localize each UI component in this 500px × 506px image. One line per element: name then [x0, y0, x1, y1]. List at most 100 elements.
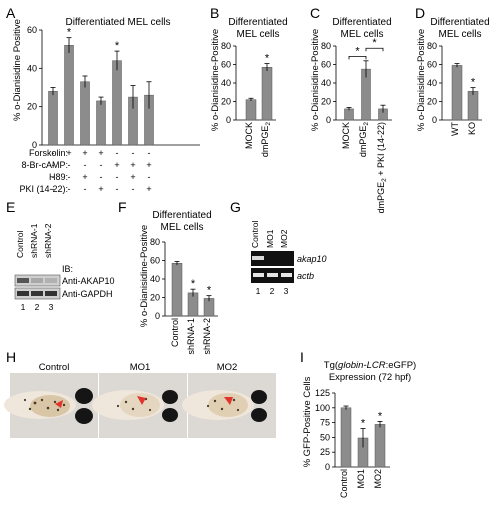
panel-f-y-tick-label: 80 — [150, 237, 160, 247]
embryo-label-mo2: MO2 — [217, 362, 238, 373]
treatment-sign: - — [52, 184, 55, 194]
panel-letter-c: C — [310, 5, 320, 21]
panel-a-treatment-signs: - + + + - - - - - - - + + + - - + - - + - - - - + - - + — [52, 148, 152, 194]
panel-d-y-tick-label: 20 — [427, 97, 437, 107]
panel-g: Control MO1 MO2 akap10 actb 1 2 3 — [250, 220, 327, 296]
panel-d-chart: 0 20 40 60 80 * — [427, 41, 482, 125]
panel-b-chart: 0 20 40 60 80 * — [221, 41, 276, 125]
gel-lane-number: 3 — [284, 286, 289, 296]
treatment-sign: - — [116, 184, 119, 194]
panel-d-label-ko: KO — [467, 122, 477, 135]
panel-c-ylabel: % o-Dianisidine-Positive — [310, 29, 321, 131]
panel-c-comparison-bracket — [365, 47, 384, 52]
treatment-sign: - — [68, 160, 71, 170]
blot-lane-shrna2: shRNA-2 — [43, 223, 53, 258]
panel-i-y-tick-label: 25 — [320, 447, 330, 457]
panel-i-y-tick-label: 50 — [320, 432, 330, 442]
panel-b-y-tick-label: 60 — [221, 60, 231, 70]
panel-d-y-tick-label: 0 — [432, 115, 437, 125]
treatment-sign: - — [84, 160, 87, 170]
panel-letter-i: I — [300, 349, 304, 365]
panel-i-title-line2: Expression (72 hpf) — [329, 372, 411, 383]
panel-d-y-tick-label: 40 — [427, 78, 437, 88]
blot-gapdh-band — [31, 291, 43, 296]
panel-f-y-tick-label: 60 — [150, 256, 160, 266]
treatment-sign: + — [146, 184, 151, 194]
embryo-image-mo2 — [182, 373, 276, 438]
panel-i-title-line1: Tg(globin-LCR:eGFP) — [324, 360, 416, 371]
blot-akap10-band — [31, 278, 43, 283]
panel-a-y-tick-label: 60 — [27, 25, 37, 35]
panel-f-ylabel: % o-Dianisidine-Positive — [139, 225, 150, 327]
panel-letter-f: F — [118, 199, 127, 215]
panel-i-y-tick-label: 75 — [320, 418, 330, 428]
panel-f-significance-marker: * — [207, 285, 212, 297]
panel-i-bar — [374, 424, 386, 468]
treatment-forskolin: Forskolin: — [29, 148, 68, 158]
panel-c-y-tick-label: 20 — [321, 97, 331, 107]
blot-lane-control: Control — [15, 230, 25, 258]
treatment-sign: - — [116, 148, 119, 158]
arrowhead-icon — [55, 400, 63, 408]
panel-f-y-tick-label: 40 — [150, 274, 160, 284]
panel-f-chart: 0 20 40 60 80 * * — [150, 237, 218, 321]
blot-gapdh-label: Anti-GAPDH — [62, 289, 113, 299]
panel-i-y-tick-label: 125 — [315, 388, 330, 398]
blot-lane-number: 1 — [21, 302, 26, 312]
panel-f-y-tick-label: 0 — [155, 311, 160, 321]
treatment-sign: + — [146, 160, 151, 170]
blot-akap10-band — [45, 278, 57, 283]
panel-i-y-tick-label: 0 — [325, 462, 330, 472]
panel-letter-h: H — [6, 349, 16, 365]
treatment-sign: - — [84, 184, 87, 194]
panel-d-y-tick-label: 60 — [427, 60, 437, 70]
panel-d-title-line2: MEL cells — [439, 29, 482, 40]
gel-lane-mo2: MO2 — [279, 229, 289, 248]
panel-a-title: Differentiated MEL cells — [65, 17, 170, 28]
panel-d-bar — [467, 91, 479, 121]
panel-f-label-shrna2: shRNA-2 — [202, 318, 212, 355]
panel-c-label-mock: MOCK — [341, 122, 351, 149]
gel-actb-band — [281, 273, 292, 277]
blot-gapdh-band — [17, 291, 29, 296]
treatment-sign: + — [130, 172, 135, 182]
panel-a-bar — [48, 91, 58, 146]
panel-f-label-control: Control — [170, 318, 180, 347]
treatment-sign: - — [100, 160, 103, 170]
panel-f-title-line2: MEL cells — [161, 222, 204, 233]
embryo-label-control: Control — [39, 362, 70, 373]
panel-letter-e: E — [6, 199, 15, 215]
panel-d-significance-marker: * — [471, 77, 476, 89]
panel-c-bar — [344, 108, 354, 121]
treatment-h89: H89: — [49, 172, 68, 182]
panel-b-bar — [245, 99, 257, 121]
embryo-image-mo1 — [92, 373, 187, 438]
panel-letter-a: A — [6, 5, 16, 21]
gel-lane-mo1: MO1 — [265, 229, 275, 248]
panel-h: Control MO1 MO2 — [4, 362, 276, 438]
panel-b-y-tick-label: 80 — [221, 41, 231, 51]
panel-b-y-tick-label: 20 — [221, 97, 231, 107]
panel-c-comparison-bracket — [348, 55, 367, 60]
panel-b-label-dmpge2: dmPGE2 — [260, 122, 272, 158]
treatment-sign: + — [98, 148, 103, 158]
arrowhead-icon — [137, 396, 146, 405]
gel-lane-control: Control — [250, 220, 260, 248]
panel-a-chart: 0 20 40 60 * * — [27, 25, 200, 150]
treatment-sign: + — [130, 160, 135, 170]
panel-b-ylabel: % o-Dianisidine-Positive — [210, 29, 221, 131]
panel-i-y-tick-label: 100 — [315, 403, 330, 413]
embryo-image-control — [4, 373, 98, 438]
treatment-sign: - — [68, 184, 71, 194]
panel-b-title-line2: MEL cells — [237, 29, 280, 40]
panel-i-significance-marker: * — [378, 410, 383, 422]
panel-a-bar — [112, 60, 122, 146]
gel-actb-label: actb — [297, 271, 314, 281]
panel-a-significance-marker: * — [115, 40, 120, 52]
panel-a-y-tick-label: 40 — [27, 63, 37, 73]
panel-b-significance-marker: * — [265, 53, 270, 65]
panel-letter-b: B — [210, 5, 219, 21]
panel-a-significance-marker: * — [67, 27, 72, 39]
panel-c-y-tick-label: 40 — [321, 78, 331, 88]
